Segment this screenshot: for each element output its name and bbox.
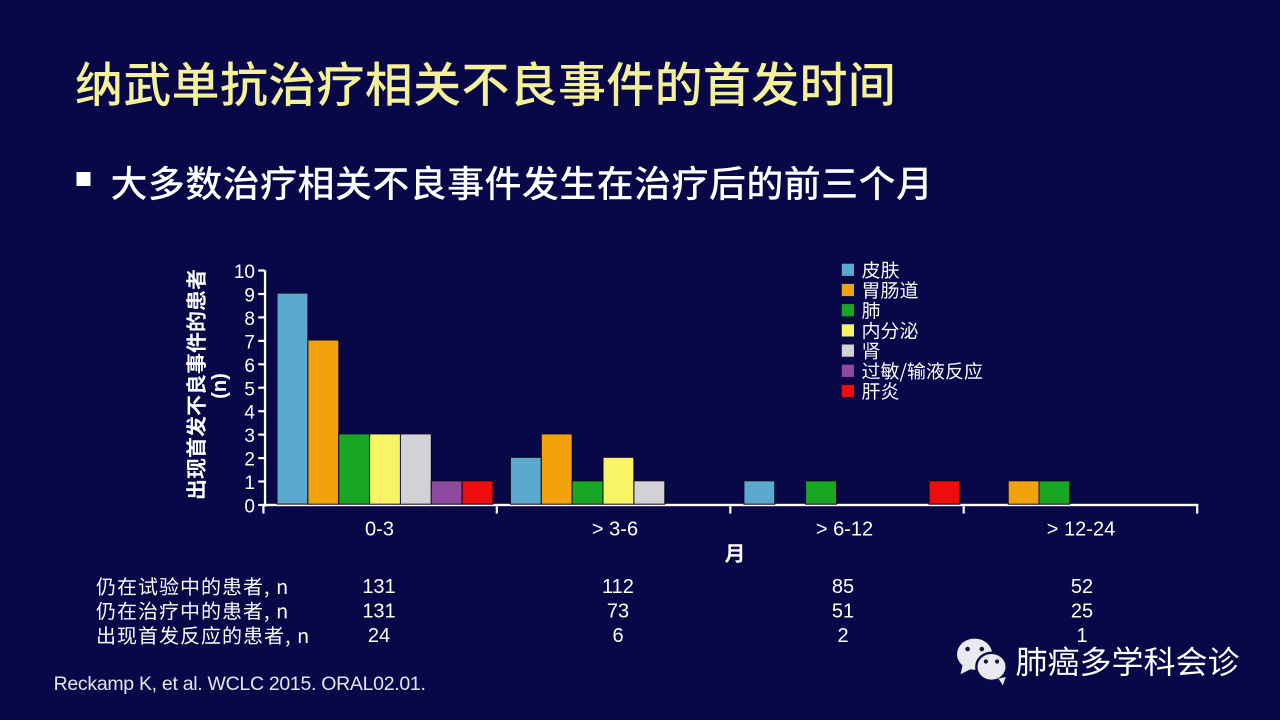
svg-text:131: 131 (362, 576, 395, 598)
svg-text:24: 24 (368, 625, 390, 647)
svg-text:1: 1 (1076, 625, 1087, 647)
svg-text:> 12-24: > 12-24 (1047, 519, 1115, 541)
svg-text:112: 112 (602, 576, 634, 598)
svg-text:3: 3 (244, 426, 255, 447)
svg-text:2: 2 (837, 625, 848, 647)
svg-text:73: 73 (607, 600, 629, 622)
svg-text:6: 6 (612, 625, 623, 647)
svg-text:8: 8 (244, 309, 255, 330)
svg-text:6: 6 (244, 356, 255, 377)
svg-text:7: 7 (244, 332, 255, 353)
svg-text:5: 5 (244, 379, 255, 400)
svg-text:9: 9 (244, 285, 255, 306)
svg-text:52: 52 (1071, 576, 1093, 598)
svg-text:25: 25 (1071, 600, 1093, 622)
svg-text:> 6-12: > 6-12 (816, 519, 873, 541)
svg-text:85: 85 (832, 576, 854, 598)
svg-text:0: 0 (244, 497, 255, 518)
svg-text:Reckamp K, et al. WCLC 2015. O: Reckamp K, et al. WCLC 2015. ORAL02.01. (54, 673, 426, 695)
svg-text:2: 2 (244, 450, 255, 471)
svg-text:(n): (n) (209, 373, 231, 399)
svg-text:10: 10 (234, 262, 255, 283)
svg-text:0-3: 0-3 (365, 519, 394, 541)
svg-text:131: 131 (362, 600, 395, 622)
svg-text:4: 4 (244, 403, 255, 424)
svg-text:> 3-6: > 3-6 (592, 519, 638, 541)
svg-text:1: 1 (244, 473, 255, 494)
svg-text:51: 51 (832, 600, 854, 622)
